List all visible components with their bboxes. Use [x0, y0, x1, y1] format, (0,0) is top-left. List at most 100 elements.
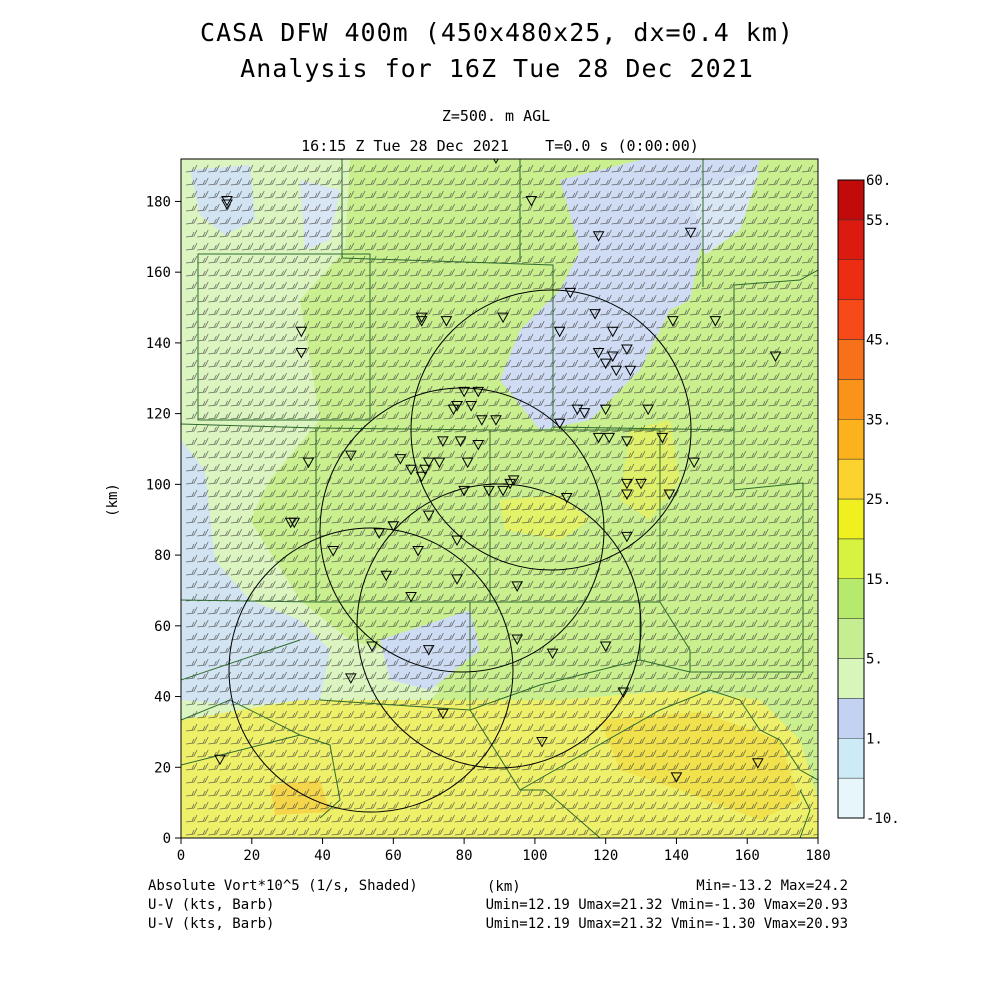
wind-barb [813, 326, 818, 329]
wind-barb [275, 216, 287, 225]
wind-barb [745, 736, 758, 745]
wind-barb [521, 775, 534, 784]
wind-barb [488, 502, 500, 511]
wind-barb [510, 411, 523, 420]
wind-barb [801, 333, 814, 342]
wind-barb [353, 762, 366, 771]
wind-barb [241, 268, 254, 277]
wind-barb [589, 216, 601, 225]
wind-barb [701, 645, 713, 654]
wind-barb [253, 554, 265, 563]
wind-barb [499, 242, 511, 251]
wind-barb [286, 736, 299, 745]
wind-barb [465, 502, 478, 511]
wind-barb [667, 320, 679, 329]
wind-barb [678, 489, 691, 498]
wind-barb [275, 346, 287, 355]
wind-barb [376, 333, 388, 342]
wind-barb [566, 593, 579, 602]
wind-barb [745, 645, 758, 654]
wind-barb [555, 827, 567, 836]
x-tick-label: 40 [314, 848, 331, 864]
wind-barb [432, 697, 444, 706]
wind-barb [667, 346, 679, 355]
wind-barb [645, 749, 657, 758]
wind-barb [421, 177, 433, 186]
wind-barb [510, 788, 523, 797]
wind-barb [197, 671, 209, 680]
wind-barb [566, 788, 579, 797]
wind-barb [577, 229, 590, 238]
wind-barb [589, 801, 601, 810]
wind-barb [656, 554, 668, 563]
wind-barb [365, 463, 377, 472]
wind-barb [264, 190, 276, 199]
wind-barb [577, 203, 590, 212]
wind-barb [611, 502, 623, 511]
wind-barb [533, 697, 545, 706]
wind-barb [768, 593, 780, 602]
wind-barb [197, 606, 209, 615]
wind-barb [656, 697, 668, 706]
wind-barb [320, 229, 332, 238]
wind-barb [745, 658, 758, 667]
wind-barb [421, 359, 433, 368]
station-marker [621, 531, 633, 543]
wind-barb [443, 177, 455, 186]
wind-barb [421, 242, 433, 251]
wind-barb [790, 593, 803, 602]
wind-barb [723, 710, 735, 719]
wind-barb [768, 710, 780, 719]
wind-barb [544, 346, 556, 355]
wind-barb [499, 320, 511, 329]
wind-barb [600, 593, 612, 602]
wind-barb [555, 242, 567, 251]
wind-barb [297, 632, 310, 641]
wind-barb [577, 489, 590, 498]
wind-barb [622, 606, 635, 615]
wind-barb [376, 476, 388, 485]
wind-barb [488, 632, 500, 641]
wind-barb [208, 177, 220, 186]
wind-barb [253, 723, 265, 732]
wind-barb [768, 164, 780, 173]
wind-barb [678, 658, 691, 667]
wind-barb [813, 664, 818, 667]
wind-barb [286, 645, 299, 654]
wind-barb [185, 450, 198, 459]
wind-barb [275, 528, 287, 537]
wind-barb [566, 307, 579, 316]
wind-barb [421, 333, 433, 342]
wind-barb [533, 268, 545, 277]
wind-barb [286, 320, 299, 329]
wind-barb [275, 385, 287, 394]
wind-barb [667, 619, 679, 628]
wind-barb [432, 164, 444, 173]
wind-barb [443, 736, 455, 745]
wind-barb [768, 762, 780, 771]
wind-barb [297, 541, 310, 550]
wind-barb [387, 242, 399, 251]
wind-barb [622, 827, 635, 836]
wind-barb [779, 528, 791, 537]
wind-barb [589, 554, 601, 563]
wind-barb [477, 827, 489, 836]
wind-barb [241, 697, 254, 706]
wind-barb [801, 658, 814, 667]
wind-barb [633, 268, 646, 277]
wind-barb [544, 385, 556, 394]
wind-barb [566, 632, 579, 641]
wind-barb [813, 352, 818, 355]
wind-barb [320, 216, 332, 225]
wind-barb [566, 658, 579, 667]
wind-barb [701, 554, 713, 563]
wind-barb [499, 632, 511, 641]
wind-barb [454, 580, 467, 589]
wind-barb [230, 554, 243, 563]
station-marker [663, 489, 676, 500]
wind-barb [745, 671, 758, 680]
x-tick-label: 180 [805, 848, 830, 864]
station-marker [497, 485, 509, 497]
wind-barb [421, 476, 433, 485]
wind-barb [286, 502, 299, 511]
